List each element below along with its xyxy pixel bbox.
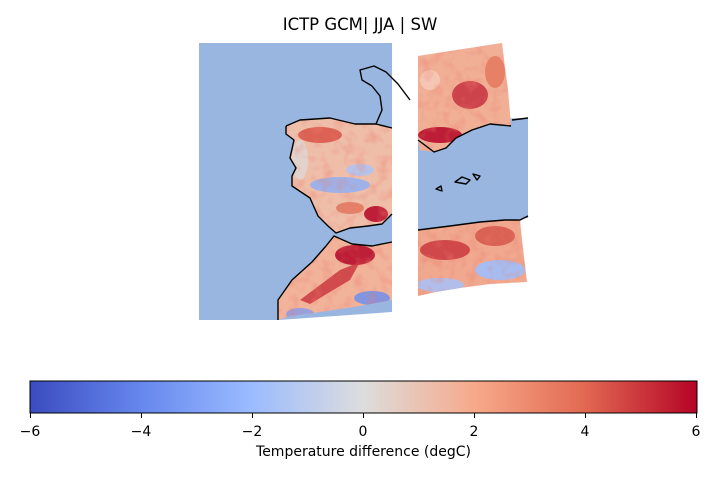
colorbar — [29, 380, 698, 414]
colorbar-tick-label: −4 — [130, 424, 152, 440]
colorbar-ticks — [30, 413, 697, 418]
colorbar-tick-label: 4 — [580, 424, 590, 440]
coastlines — [277, 65, 529, 320]
colorbar-tick-label: 6 — [691, 424, 701, 440]
colorbar-tick-label: −2 — [241, 424, 263, 440]
sea-strip-north — [392, 43, 418, 56]
colorbar-tick-label: −6 — [19, 424, 41, 440]
colorbar-tick-label: 2 — [469, 424, 479, 440]
colorbar-label: Temperature difference (degC) — [256, 444, 471, 460]
land-algeria — [418, 220, 527, 296]
map-title: ICTP GCM| JJA | SW — [282, 15, 438, 34]
colorbar-tick-label: 0 — [358, 424, 368, 440]
